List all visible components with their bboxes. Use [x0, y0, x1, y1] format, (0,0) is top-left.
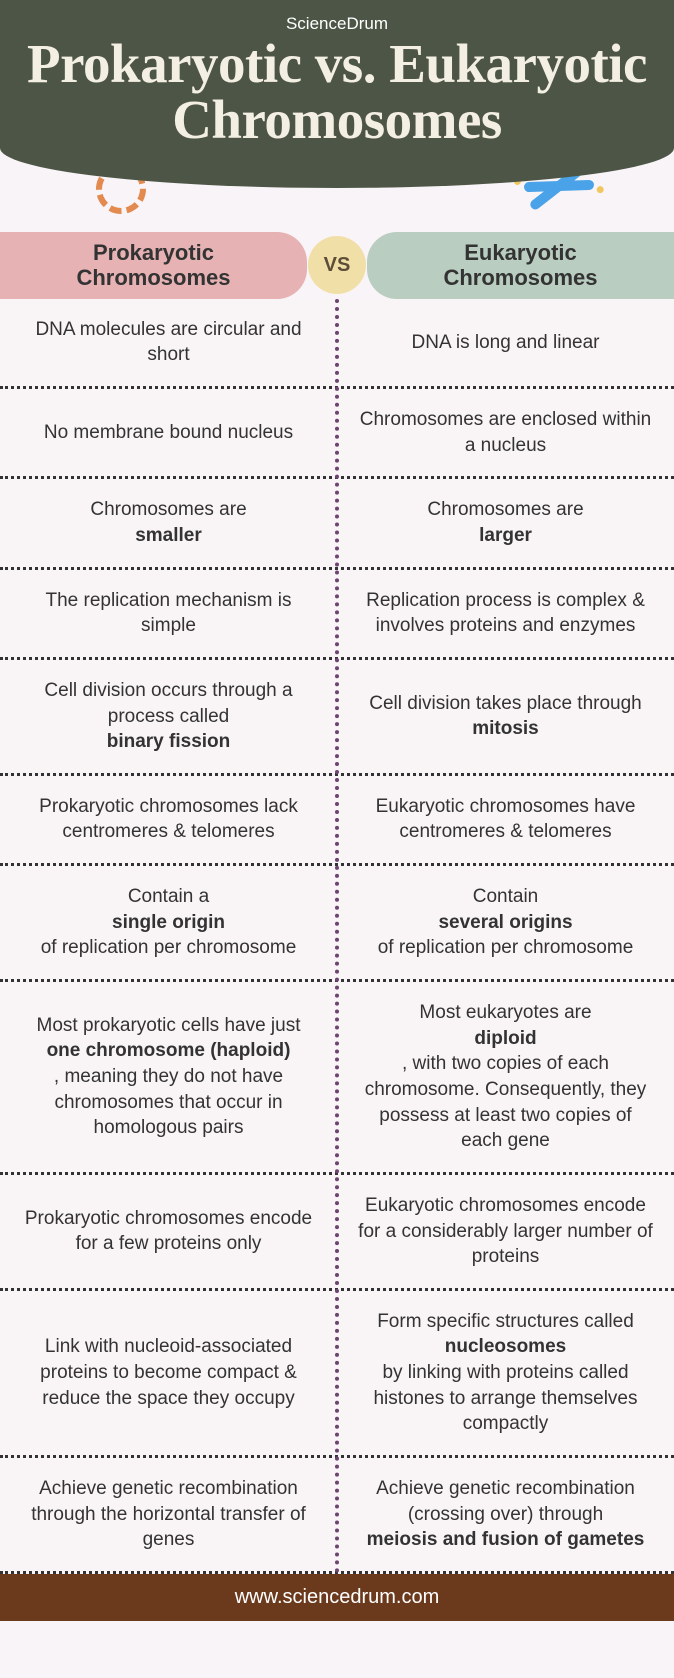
- left-cell: Link with nucleoid-associated proteins t…: [0, 1291, 337, 1455]
- comparison-table: DNA molecules are circular and shortDNA …: [0, 299, 674, 1574]
- right-column-header: Eukaryotic Chromosomes: [367, 232, 674, 299]
- table-row: Most prokaryotic cells have just one chr…: [0, 982, 674, 1175]
- table-row: Cell division occurs through a process c…: [0, 660, 674, 776]
- left-cell: Prokaryotic chromosomes encode for a few…: [0, 1175, 337, 1288]
- right-cell: Chromosomes are enclosed within a nucleu…: [337, 389, 674, 476]
- brand-label: ScienceDrum: [20, 14, 654, 34]
- right-cell: Replication process is complex & involve…: [337, 570, 674, 657]
- table-row: Chromosomes are smallerChromosomes are l…: [0, 479, 674, 569]
- left-cell: The replication mechanism is simple: [0, 570, 337, 657]
- vs-badge: VS: [308, 236, 366, 294]
- page-title: Prokaryotic vs. Eukaryotic Chromosomes: [20, 36, 654, 148]
- left-column-header: Prokaryotic Chromosomes: [0, 232, 307, 299]
- left-cell: Cell division occurs through a process c…: [0, 660, 337, 773]
- right-cell: Contain several origins of replication p…: [337, 866, 674, 979]
- left-cell: Chromosomes are smaller: [0, 479, 337, 566]
- table-row: Achieve genetic recombination through th…: [0, 1458, 674, 1574]
- left-cell: Most prokaryotic cells have just one chr…: [0, 982, 337, 1172]
- table-row: DNA molecules are circular and shortDNA …: [0, 299, 674, 389]
- right-cell: Form specific structures called nucleoso…: [337, 1291, 674, 1455]
- right-cell: Cell division takes place through mitosi…: [337, 660, 674, 773]
- right-cell: Achieve genetic recombination (crossing …: [337, 1458, 674, 1571]
- left-cell: Contain a single origin of replication p…: [0, 866, 337, 979]
- table-row: Contain a single origin of replication p…: [0, 866, 674, 982]
- right-cell: Chromosomes are larger: [337, 479, 674, 566]
- header: ScienceDrum Prokaryotic vs. Eukaryotic C…: [0, 0, 674, 188]
- table-row: Prokaryotic chromosomes encode for a few…: [0, 1175, 674, 1291]
- table-row: No membrane bound nucleusChromosomes are…: [0, 389, 674, 479]
- right-cell: Eukaryotic chromosomes encode for a cons…: [337, 1175, 674, 1288]
- left-cell: Prokaryotic chromosomes lack centromeres…: [0, 776, 337, 863]
- right-cell: DNA is long and linear: [337, 299, 674, 386]
- table-row: Prokaryotic chromosomes lack centromeres…: [0, 776, 674, 866]
- footer-url: www.sciencedrum.com: [0, 1574, 674, 1621]
- left-cell: No membrane bound nucleus: [0, 389, 337, 476]
- column-headers: Prokaryotic Chromosomes Eukaryotic Chrom…: [0, 232, 674, 299]
- table-row: The replication mechanism is simpleRepli…: [0, 570, 674, 660]
- left-cell: DNA molecules are circular and short: [0, 299, 337, 386]
- right-cell: Most eukaryotes are diploid, with two co…: [337, 982, 674, 1172]
- table-row: Link with nucleoid-associated proteins t…: [0, 1291, 674, 1458]
- right-cell: Eukaryotic chromosomes have centromeres …: [337, 776, 674, 863]
- left-cell: Achieve genetic recombination through th…: [0, 1458, 337, 1571]
